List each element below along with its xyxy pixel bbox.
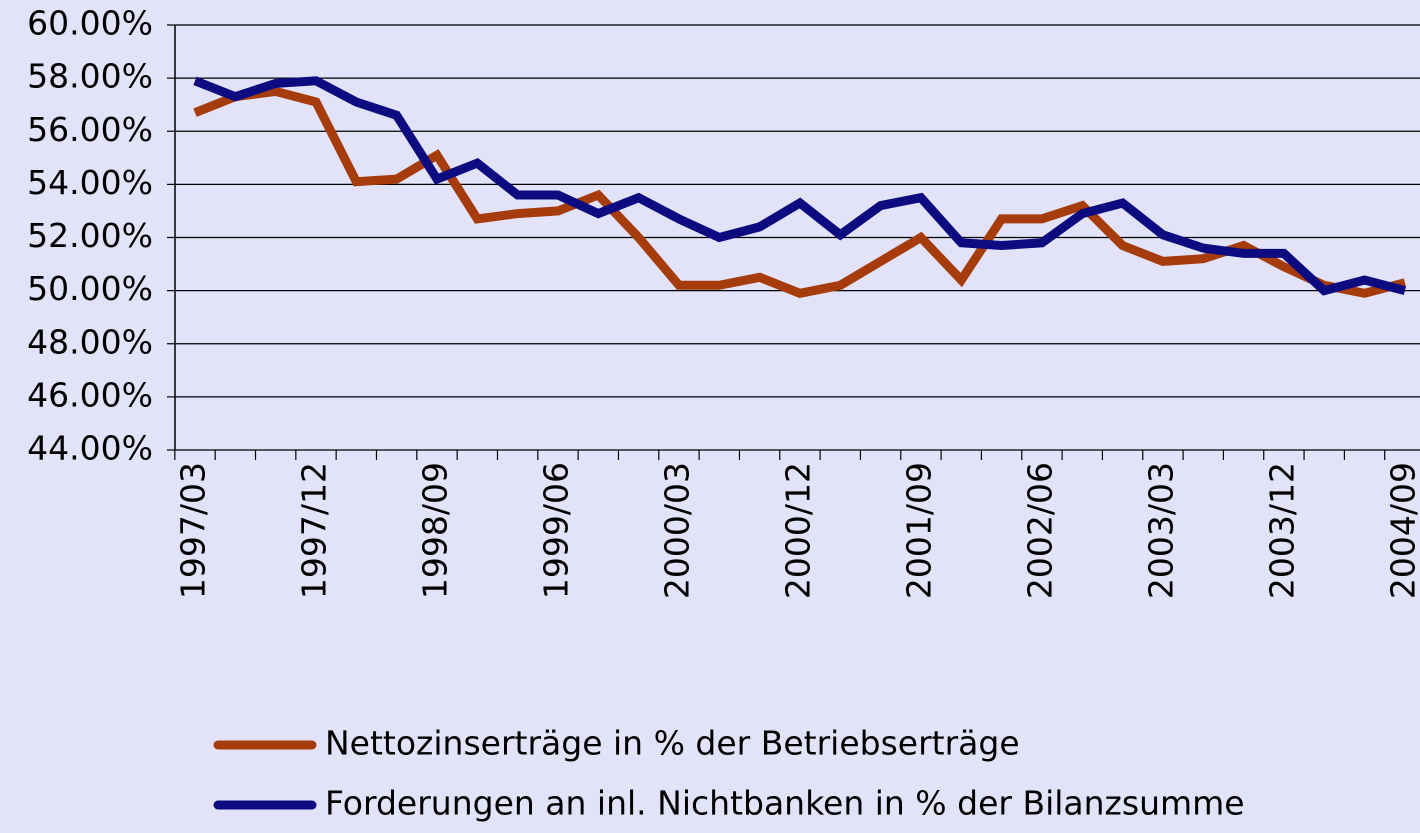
line-series [193, 86, 1407, 298]
x-tick-label: 2003/12 [1262, 462, 1301, 599]
x-tick-label: 1997/03 [174, 462, 213, 599]
x-tick-label: 2000/03 [657, 462, 696, 599]
y-tick-label: 54.00% [27, 163, 153, 202]
y-tick-label: 56.00% [27, 110, 153, 149]
x-tick-label: 2001/09 [899, 462, 938, 599]
x-tick-label: 2002/06 [1020, 462, 1059, 599]
legend-label: Forderungen an inl. Nichtbanken in % der… [325, 784, 1245, 823]
y-tick-label: 58.00% [27, 57, 153, 96]
y-tick-label: 44.00% [27, 429, 153, 468]
legend-label: Nettozinserträge in % der Betriebserträg… [325, 724, 1020, 763]
y-tick-label: 48.00% [27, 322, 153, 361]
y-tick-label: 52.00% [27, 216, 153, 255]
x-tick-label: 1998/09 [415, 462, 454, 599]
x-tick-label: 1999/06 [536, 462, 575, 599]
x-tick-label: 1997/12 [294, 462, 333, 599]
y-tick-label: 46.00% [27, 375, 153, 414]
x-tick-label: 2003/03 [1141, 462, 1180, 599]
x-tick-label: 2004/09 [1383, 462, 1420, 599]
y-tick-label: 60.00% [27, 4, 153, 43]
x-tick-label: 2000/12 [778, 462, 817, 599]
y-tick-label: 50.00% [27, 269, 153, 308]
line-series [193, 76, 1407, 296]
